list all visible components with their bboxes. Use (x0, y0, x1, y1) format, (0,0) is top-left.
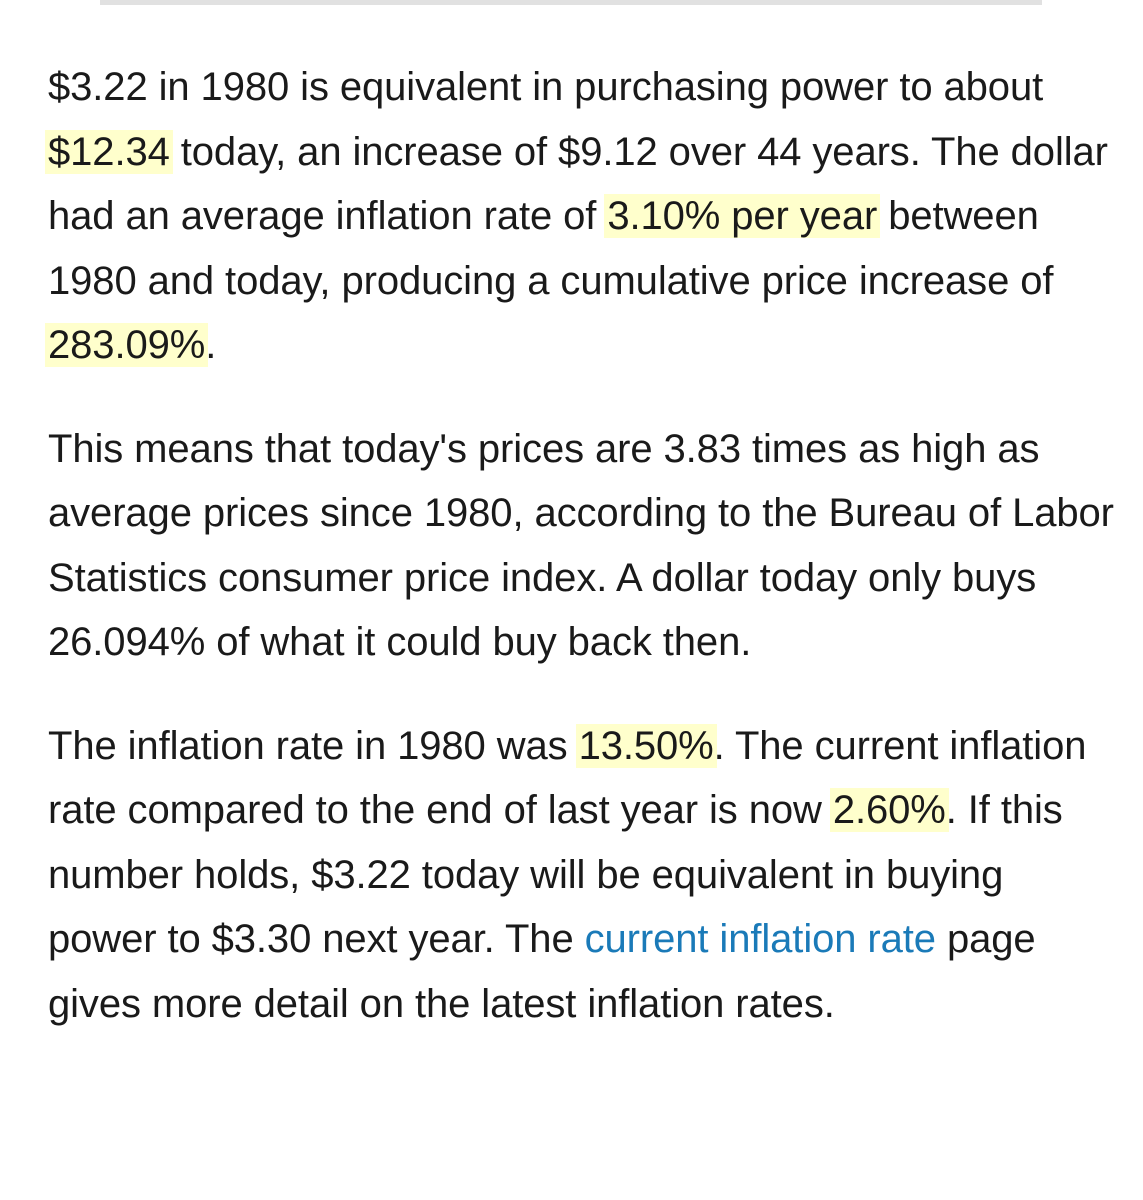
current-inflation-paragraph: The inflation rate in 1980 was 13.50%. T… (48, 714, 1118, 1037)
highlight-equivalent-value: $12.34 (45, 129, 173, 174)
text-segment: . The current inflation rate compared to… (48, 723, 1087, 833)
text-segment: today, an increase of $9.12 over 44 year… (48, 129, 1108, 239)
highlight-cumulative-increase: 283.09% (45, 323, 209, 367)
article-body: $3.22 in 1980 is equivalent in purchasin… (45, 55, 1118, 1037)
text-segment: $3.22 in 1980 is equivalent in purchasin… (48, 65, 1044, 109)
text-segment: page gives more detail on the latest inf… (48, 917, 1036, 1026)
purchasing-power-paragraph: $3.22 in 1980 is equivalent in purchasin… (45, 55, 1118, 378)
text-segment: . (205, 323, 217, 367)
text-segment: . If this number holds, $3.22 today will… (48, 788, 1063, 961)
highlight-current-inflation: 2.60% (829, 788, 949, 832)
highlight-1980-inflation: 13.50% (575, 723, 717, 768)
current-inflation-rate-link[interactable]: current inflation rate (584, 917, 936, 961)
highlight-average-inflation: 3.10% per year (604, 194, 881, 238)
text-segment: between 1980 and today, producing a cumu… (48, 194, 1054, 303)
text-segment: The inflation rate in 1980 was (48, 723, 579, 768)
top-divider (100, 0, 1042, 5)
price-ratio-paragraph: This means that today's prices are 3.83 … (48, 426, 1114, 665)
